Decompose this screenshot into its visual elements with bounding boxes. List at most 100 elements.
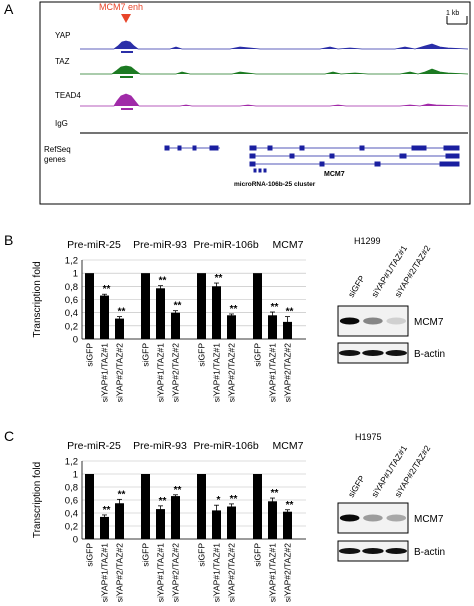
bar [253, 474, 262, 539]
group-title: Pre-miR-93 [133, 239, 187, 251]
y-tick-label: 0,4 [65, 509, 78, 520]
x-category-label: siYAP#1/TAZ#1 [100, 343, 110, 402]
bar [100, 295, 109, 339]
significance-label: ** [286, 500, 294, 511]
exon [319, 161, 325, 167]
exon [399, 153, 407, 159]
bar [171, 312, 180, 339]
exon [209, 145, 219, 151]
y-tick-label: 0,8 [65, 483, 78, 494]
exon [445, 153, 460, 159]
x-category-label: siGFP [197, 343, 207, 367]
group-title: Pre-miR-25 [67, 440, 121, 452]
exon [359, 145, 365, 151]
y-tick-label: 0,2 [65, 522, 78, 533]
x-category-label: siGFP [197, 543, 207, 567]
x-category-label: siYAP#2/TAZ#2 [171, 343, 181, 402]
group-title: MCM7 [273, 440, 304, 452]
bar [156, 509, 165, 539]
panel-letter-b: B [4, 232, 13, 248]
significance-label: ** [174, 485, 182, 496]
bar [156, 288, 165, 339]
significance-label: ** [271, 488, 279, 499]
x-category-label: siGFP [85, 543, 95, 567]
y-tick-label: 1,2 [65, 256, 78, 267]
x-category-label: siGFP [253, 543, 263, 567]
blot-b-cell-line: H1299 [354, 236, 381, 246]
exon [164, 145, 170, 151]
significance-label: ** [174, 301, 182, 312]
gene-label-mcm7: MCM7 [324, 171, 345, 178]
blot-c-cell-line: H1975 [355, 432, 382, 442]
bar [268, 315, 277, 339]
bar [227, 506, 236, 539]
blot-lane-label: siGFP [346, 273, 367, 299]
x-category-label: siYAP#2/TAZ#2 [283, 543, 293, 602]
bar [141, 474, 150, 539]
group-title: Pre-miR-106b [193, 239, 259, 251]
bar [212, 286, 221, 339]
bar [141, 273, 150, 339]
y-tick-label: 1 [73, 269, 78, 280]
x-category-label: siYAP#1/TAZ#1 [212, 343, 222, 402]
significance-label: ** [286, 307, 294, 318]
bar [115, 503, 124, 539]
bar [197, 474, 206, 539]
x-category-label: siYAP#1/TAZ#1 [268, 343, 278, 402]
panel-letter-a: A [4, 1, 14, 17]
bar [197, 273, 206, 339]
x-category-label: siYAP#1/TAZ#1 [156, 543, 166, 602]
panel-letter-c: C [4, 428, 14, 444]
bar [212, 510, 221, 539]
refseq-genes: RefSeq genes [44, 145, 460, 188]
group-title: Pre-miR-25 [67, 239, 121, 251]
blot-band-actin [362, 350, 384, 356]
significance-label: ** [118, 489, 126, 500]
western-blot-c: siGFP siYAP#1/TAZ#1siYAP#2/TAZ#2MCM7B-act… [337, 443, 445, 562]
blot-label-actin: B-actin [414, 349, 445, 360]
y-tick-label: 0 [73, 535, 78, 546]
y-tick-label: 0,6 [65, 295, 78, 306]
exon [249, 161, 256, 167]
x-category-label: siGFP [141, 543, 151, 567]
significance-label: ** [103, 505, 111, 516]
y-axis-label: Transcription fold [32, 261, 43, 337]
x-category-label: siYAP#1/TAZ#1 [212, 543, 222, 602]
y-tick-label: 0,2 [65, 321, 78, 332]
blot-lane-label: siGFP [346, 473, 367, 499]
bar [283, 511, 292, 539]
exon [177, 145, 182, 151]
significance-label: ** [159, 496, 167, 507]
track-label-yap: YAP [55, 31, 70, 40]
exon [299, 145, 305, 151]
significance-label: * [217, 495, 221, 506]
significance-label: ** [159, 276, 167, 287]
exon [249, 145, 257, 151]
track-label-taz: TAZ [55, 57, 70, 66]
bar [227, 315, 236, 339]
y-tick-label: 0,8 [65, 282, 78, 293]
exon [443, 145, 460, 151]
group-title: Pre-miR-93 [133, 440, 187, 452]
peak-marker-yap [121, 51, 133, 53]
blot-band-actin [338, 350, 361, 356]
x-category-label: siYAP#2/TAZ#2 [115, 343, 125, 402]
blot-band-actin [362, 548, 384, 554]
bar-chart-c: Transcription fold 0 0,2 0,4 0,6 0,8 1 1,2 Pre-m… [32, 440, 306, 602]
track-tead4 [80, 93, 469, 107]
scale-bar-label: 1 kb [446, 10, 459, 17]
x-category-label: siGFP [141, 343, 151, 367]
exon [439, 161, 460, 167]
x-category-label: siYAP#1/TAZ#1 [268, 543, 278, 602]
significance-label: ** [118, 307, 126, 318]
blot-band-mcm7 [363, 317, 383, 325]
enhancer-annotation: MCM7 enh [99, 2, 143, 12]
cluster-label: microRNA-106b-25 cluster [234, 181, 316, 188]
exon [267, 145, 273, 151]
significance-label: ** [103, 284, 111, 295]
track-yap [80, 40, 469, 50]
blot-band-mcm7 [339, 317, 360, 325]
y-tick-label: 1 [73, 470, 78, 481]
bar [253, 273, 262, 339]
